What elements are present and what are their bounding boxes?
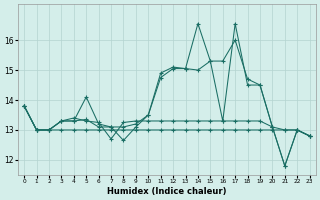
X-axis label: Humidex (Indice chaleur): Humidex (Indice chaleur) [107,187,227,196]
